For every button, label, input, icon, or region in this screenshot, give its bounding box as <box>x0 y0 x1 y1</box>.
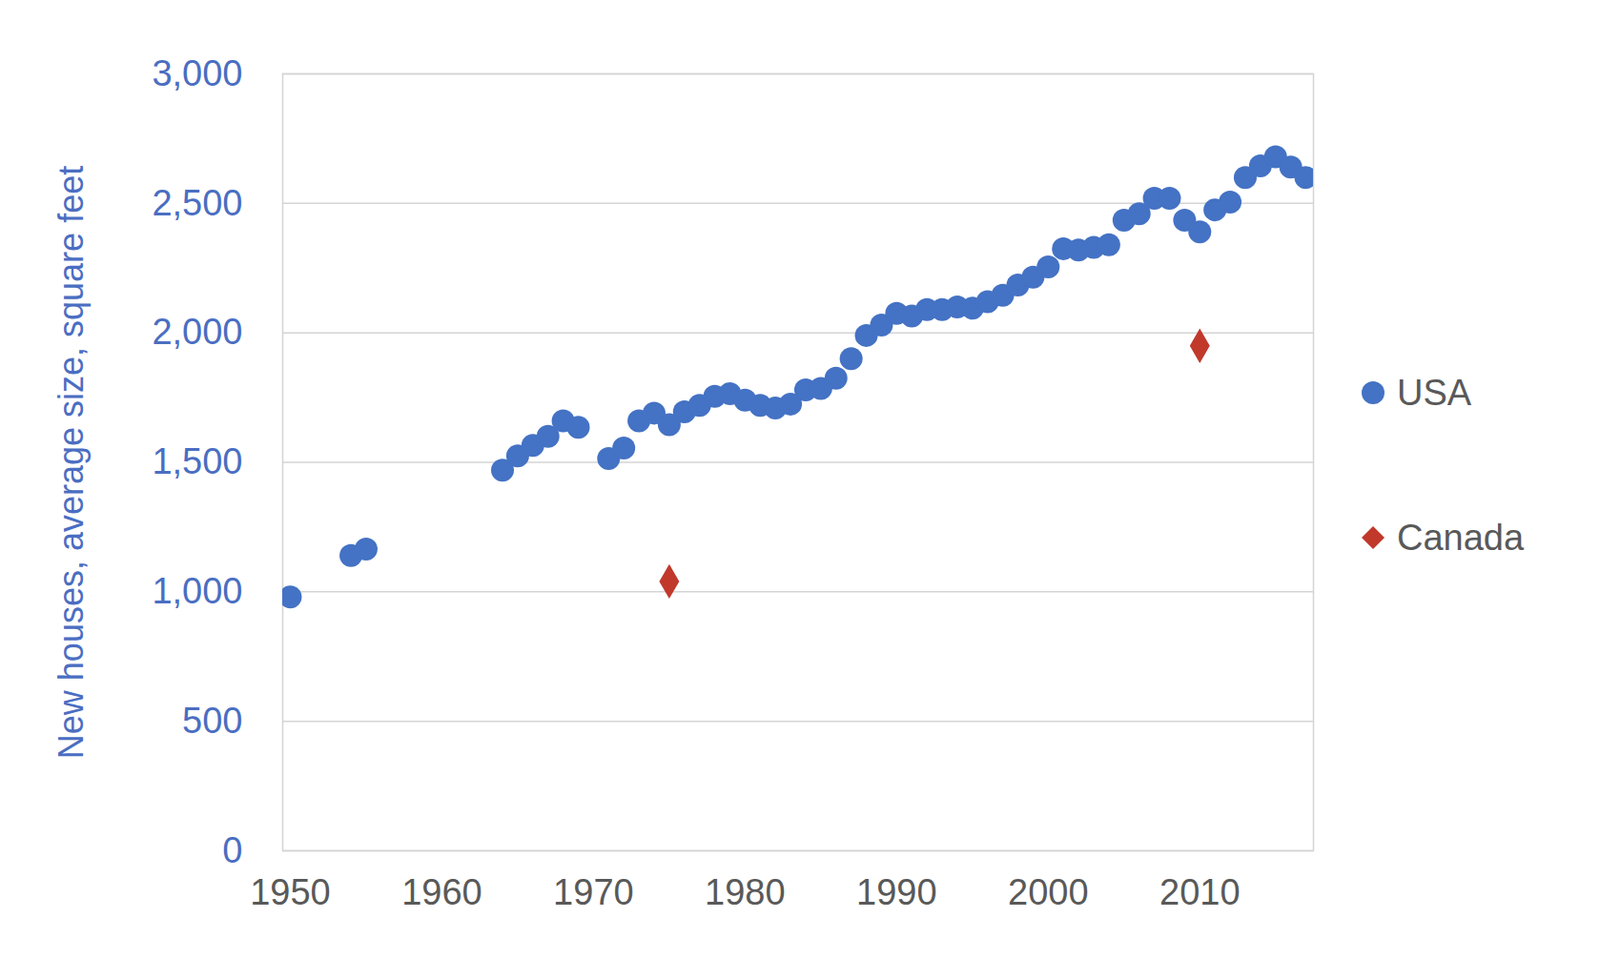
svg-text:1,000: 1,000 <box>151 571 243 612</box>
svg-text:0: 0 <box>222 830 243 871</box>
svg-text:2,000: 2,000 <box>151 311 243 352</box>
svg-text:500: 500 <box>182 700 243 741</box>
svg-text:New houses, average size, squa: New houses, average size, square feet <box>51 165 91 759</box>
svg-text:1980: 1980 <box>704 872 786 913</box>
svg-text:1970: 1970 <box>553 872 635 913</box>
svg-text:1990: 1990 <box>856 872 938 913</box>
svg-text:1,500: 1,500 <box>151 441 243 482</box>
svg-text:3,000: 3,000 <box>151 53 243 94</box>
svg-text:2000: 2000 <box>1007 872 1089 913</box>
html-text:Canada: Canada <box>1396 517 1524 558</box>
svg-text:2,500: 2,500 <box>151 182 243 223</box>
svg-text:1960: 1960 <box>401 872 483 913</box>
svg-text:2010: 2010 <box>1159 872 1241 913</box>
svg-text:1950: 1950 <box>249 872 331 913</box>
html-text:USA: USA <box>1396 372 1472 413</box>
